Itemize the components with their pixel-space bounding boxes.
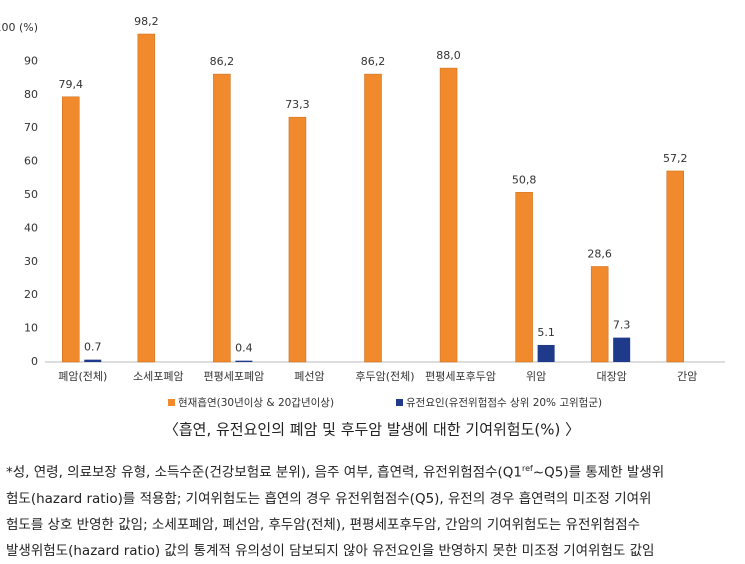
footnote-line: 험도(hazard ratio)를 적용함; 기여위험도는 흡연의 경우 유전위… — [6, 490, 652, 507]
legend-label: 유전요인(유전위험점수 상위 20% 고위험군) — [406, 396, 602, 409]
x-tick-label: 위암 — [526, 370, 546, 383]
x-tick-label: 폐암(전체) — [58, 370, 107, 383]
x-tick-label: 소세포폐암 — [133, 370, 184, 383]
value-label: 0.7 — [84, 341, 102, 354]
chart: 〈흡연, 유전요인의 폐암 및 후두암 발생에 대한 기여위험도(%) 〉 0 1… — [0, 15, 725, 439]
value-label: 7.3 — [613, 319, 631, 332]
bar — [364, 73, 382, 363]
bar — [235, 360, 253, 362]
footnote-line: 발생위험도(hazard ratio) 값의 통계적 유의성이 담보되지 않아 … — [6, 542, 655, 559]
bar — [439, 67, 458, 363]
value-label: 0.4 — [235, 342, 253, 355]
legend-label: 현재흡연(30년이상 & 20갑년이상) — [178, 396, 334, 409]
y-tick-label: 100 (%) — [0, 21, 38, 34]
x-tick-label: 대장암 — [596, 370, 626, 383]
bar — [590, 266, 609, 363]
footnote: *성, 연령, 의료보장 유형, 소득수준(건강보험료 분위), 음주 여부, … — [6, 456, 741, 564]
value-label: 57,2 — [663, 152, 688, 165]
y-tick-label: 10 — [24, 322, 38, 335]
x-tick-label: 편평세포후두암 — [425, 370, 496, 383]
bar — [84, 359, 102, 362]
chart-caption: 〈흡연, 유전요인의 폐암 및 후두암 발생에 대한 기여위험도(%) 〉 — [164, 421, 580, 439]
value-label: 28,6 — [587, 247, 612, 260]
x-tick-label: 간암 — [677, 370, 697, 383]
y-tick-label: 40 — [24, 221, 38, 234]
value-label: 88,0 — [436, 49, 461, 62]
bar — [666, 170, 684, 363]
bar — [137, 33, 156, 363]
bar — [213, 73, 231, 363]
footnote-sup: ref — [522, 464, 533, 473]
bar — [288, 116, 307, 363]
y-tick-label: 70 — [24, 121, 38, 134]
footnote-line: 험도를 상호 반영한 값임; 소세포폐암, 폐선암, 후두암(전체), 편평세포… — [6, 516, 641, 533]
value-label: 86,2 — [361, 55, 386, 68]
y-tick-label: 90 — [24, 54, 38, 67]
legend-swatch — [168, 399, 175, 406]
bar — [537, 344, 555, 362]
x-tick-label: 폐선암 — [294, 370, 324, 383]
y-tick-label: 60 — [24, 155, 38, 168]
value-label: 5.1 — [537, 326, 555, 339]
bar — [613, 337, 631, 362]
y-tick-label: 80 — [24, 88, 38, 101]
value-label: 98,2 — [134, 15, 159, 28]
y-tick-label: 30 — [24, 255, 38, 268]
x-tick-label: 편평세포폐암 — [204, 370, 265, 383]
y-tick-label: 20 — [24, 288, 38, 301]
value-label: 73,3 — [285, 98, 310, 111]
y-tick-label: 50 — [24, 188, 38, 201]
y-tick-label: 0 — [31, 355, 38, 368]
footnote-line: *성, 연령, 의료보장 유형, 소득수준(건강보험료 분위), 음주 여부, … — [6, 456, 741, 486]
footnote-text: *성, 연령, 의료보장 유형, 소득수준(건강보험료 분위), 음주 여부, … — [6, 464, 522, 481]
bar — [515, 192, 533, 363]
bar — [62, 96, 80, 363]
footnote-text: ~Q5)를 통제한 발생위 — [532, 464, 665, 481]
x-tick-label: 후두암(전체) — [355, 370, 414, 383]
value-label: 79,4 — [59, 78, 84, 91]
value-label: 50,8 — [512, 173, 537, 186]
legend-swatch — [396, 399, 403, 406]
value-label: 86,2 — [210, 55, 235, 68]
